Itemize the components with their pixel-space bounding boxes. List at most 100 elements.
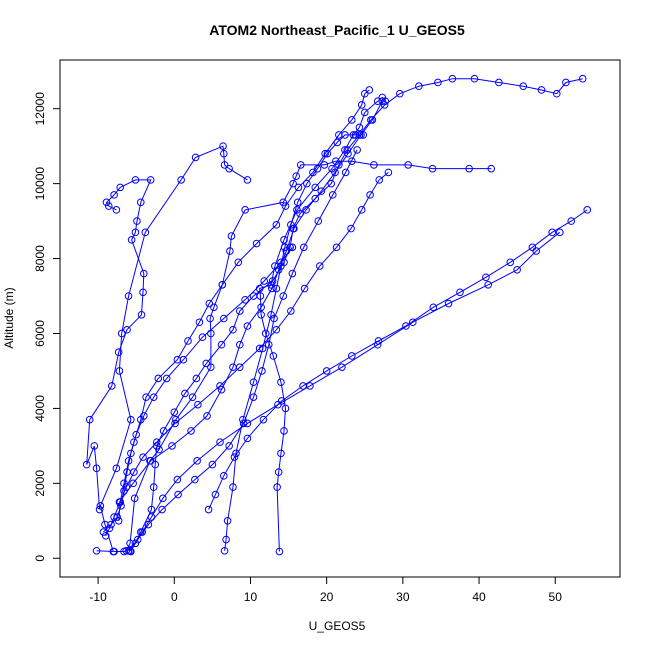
x-tick-label: 40 (472, 590, 486, 604)
data-point (219, 142, 227, 150)
data-point (323, 149, 332, 158)
data-point (108, 382, 116, 390)
data-point (101, 531, 110, 540)
data-point (162, 374, 171, 383)
data-point (126, 546, 134, 555)
series-6 (101, 168, 393, 540)
data-point (578, 74, 587, 83)
data-point (373, 97, 382, 106)
data-point (192, 374, 201, 383)
data-point (137, 310, 146, 319)
data-point (159, 427, 168, 435)
data-point (279, 198, 288, 207)
data-point (335, 131, 343, 139)
data-point (482, 273, 490, 282)
data-point (187, 427, 195, 435)
data-point (85, 415, 94, 424)
data-point (348, 116, 356, 124)
data-point (556, 228, 564, 237)
data-point (303, 179, 311, 188)
data-point (149, 483, 158, 491)
data-point (227, 232, 236, 240)
y-tick-label: 6000 (33, 320, 47, 347)
data-point (322, 367, 331, 375)
data-point (206, 314, 214, 323)
data-point (184, 337, 192, 345)
data-point (487, 164, 496, 173)
data-point (347, 224, 355, 233)
data-point (300, 284, 309, 293)
data-point (218, 280, 227, 289)
data-point (274, 468, 283, 476)
data-point (198, 333, 207, 342)
data-point (131, 228, 140, 237)
series-line (128, 149, 358, 552)
data-point (328, 164, 336, 173)
data-point (404, 161, 412, 169)
series-line (208, 209, 588, 510)
series-12 (204, 206, 592, 514)
data-point (151, 460, 160, 469)
data-point (158, 505, 166, 514)
series-13 (99, 243, 297, 536)
data-point (338, 363, 346, 372)
data-point (133, 217, 141, 225)
data-point (288, 269, 297, 278)
data-point (90, 442, 99, 450)
y-tick-label: 2000 (33, 470, 47, 497)
data-point (146, 457, 155, 465)
data-point (203, 412, 211, 420)
data-point (170, 408, 179, 416)
data-point (259, 415, 268, 424)
data-point (173, 355, 182, 364)
data-point (210, 303, 218, 312)
data-point (294, 183, 303, 192)
data-point (365, 86, 374, 94)
data-point (116, 183, 124, 192)
data-point (216, 438, 224, 446)
data-point (279, 292, 288, 300)
data-point (287, 221, 295, 229)
data-point (241, 206, 249, 214)
data-point (138, 528, 147, 536)
data-point (375, 176, 384, 184)
y-tick-label: 12000 (33, 92, 47, 126)
data-point (220, 546, 229, 555)
data-point (131, 539, 140, 548)
data-point (110, 191, 118, 199)
data-point (258, 367, 266, 375)
data-point (269, 352, 278, 360)
data-point (272, 284, 281, 293)
data-point (359, 131, 368, 139)
series-2 (110, 157, 496, 556)
data-point (211, 490, 220, 499)
data-point (112, 464, 121, 473)
data-point (133, 535, 142, 544)
x-axis: -10 0 10 20 30 40 50 (89, 576, 562, 604)
data-point (353, 146, 361, 154)
data-point (280, 427, 288, 435)
data-point (311, 194, 320, 203)
data-point (320, 161, 329, 169)
data-point (168, 442, 176, 450)
data-point (140, 269, 148, 278)
series-line (224, 134, 364, 551)
data-point (114, 517, 123, 525)
data-point (191, 475, 199, 484)
data-point (123, 468, 131, 476)
data-point (332, 243, 341, 252)
data-point (357, 101, 366, 109)
series-line (118, 100, 383, 503)
data-point (470, 74, 479, 83)
series-line (129, 231, 561, 552)
data-point (194, 400, 202, 409)
data-point (225, 442, 233, 450)
data-point (241, 295, 249, 304)
data-point (552, 89, 561, 98)
data-point (105, 524, 114, 533)
data-point (528, 243, 537, 252)
data-point (281, 202, 290, 210)
data-point (181, 389, 189, 398)
data-point (229, 483, 237, 491)
data-point (260, 277, 268, 285)
